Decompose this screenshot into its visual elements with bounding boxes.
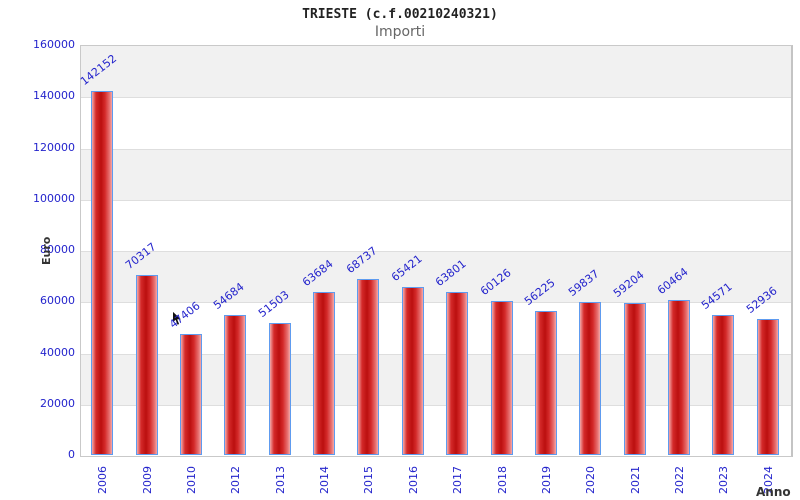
gridline [81, 97, 791, 99]
x-tick-label-2021: 2021 [628, 466, 642, 494]
plot-band [81, 251, 791, 303]
x-tick-label-2020: 2020 [584, 466, 598, 494]
x-tick-label-2009: 2009 [140, 466, 154, 494]
bar-2013 [268, 323, 291, 455]
x-tick-label-2022: 2022 [673, 466, 687, 494]
x-tick-label-2010: 2010 [184, 466, 198, 494]
plot-band [81, 97, 791, 149]
gridline [81, 199, 791, 201]
y-tick-label: 140000 [33, 89, 75, 103]
y-tick-label: 100000 [33, 191, 75, 205]
x-tick-label-2023: 2023 [717, 466, 731, 494]
bar-2024 [756, 319, 779, 455]
x-tick-label-2018: 2018 [495, 466, 509, 494]
x-tick-label-2014: 2014 [318, 466, 332, 494]
bar-2015 [357, 278, 380, 455]
gridline [81, 251, 791, 252]
bar-2010 [179, 333, 202, 455]
x-axis-title: Anno [756, 485, 791, 499]
bar-2006 [91, 90, 114, 455]
y-axis-title: Euro [40, 236, 53, 265]
y-tick-label: 80000 [40, 243, 75, 256]
x-tick-label-2019: 2019 [539, 466, 553, 494]
gridline [81, 302, 791, 304]
plot-band [81, 199, 791, 251]
gridline [81, 404, 791, 406]
bar-2014 [313, 291, 336, 455]
y-tick-label: 160000 [33, 38, 75, 51]
bar-2016 [401, 287, 424, 455]
gridline [81, 353, 791, 355]
bar-2009 [135, 274, 158, 455]
bar-2019 [534, 310, 557, 455]
bar-2012 [224, 314, 247, 455]
y-tick-label: 60000 [40, 294, 75, 308]
x-tick-label-2013: 2013 [273, 466, 287, 494]
y-tick-label: 120000 [33, 140, 75, 154]
gridline [81, 148, 791, 150]
chart-title: TRIESTE (c.f.00210240321) [302, 7, 498, 22]
y-tick-label: 0 [68, 448, 75, 461]
y-tick-label: 40000 [40, 345, 75, 359]
bar-2018 [490, 300, 513, 455]
bar-2022 [668, 300, 691, 455]
bar-2020 [579, 301, 602, 455]
bar-2017 [446, 291, 469, 455]
x-tick-label-2006: 2006 [96, 466, 110, 494]
mouse-cursor-icon [172, 310, 184, 327]
plot-band [81, 46, 791, 98]
bar-2023 [712, 315, 735, 455]
bar-2021 [623, 303, 646, 455]
x-tick-label-2015: 2015 [362, 466, 376, 494]
y-tick-label: 20000 [40, 396, 75, 410]
x-tick-label-2016: 2016 [406, 466, 420, 494]
chart-subtitle: Importi [374, 24, 426, 40]
x-tick-label-2012: 2012 [229, 466, 243, 494]
x-tick-label-2017: 2017 [451, 466, 465, 494]
plot-band [81, 148, 791, 200]
